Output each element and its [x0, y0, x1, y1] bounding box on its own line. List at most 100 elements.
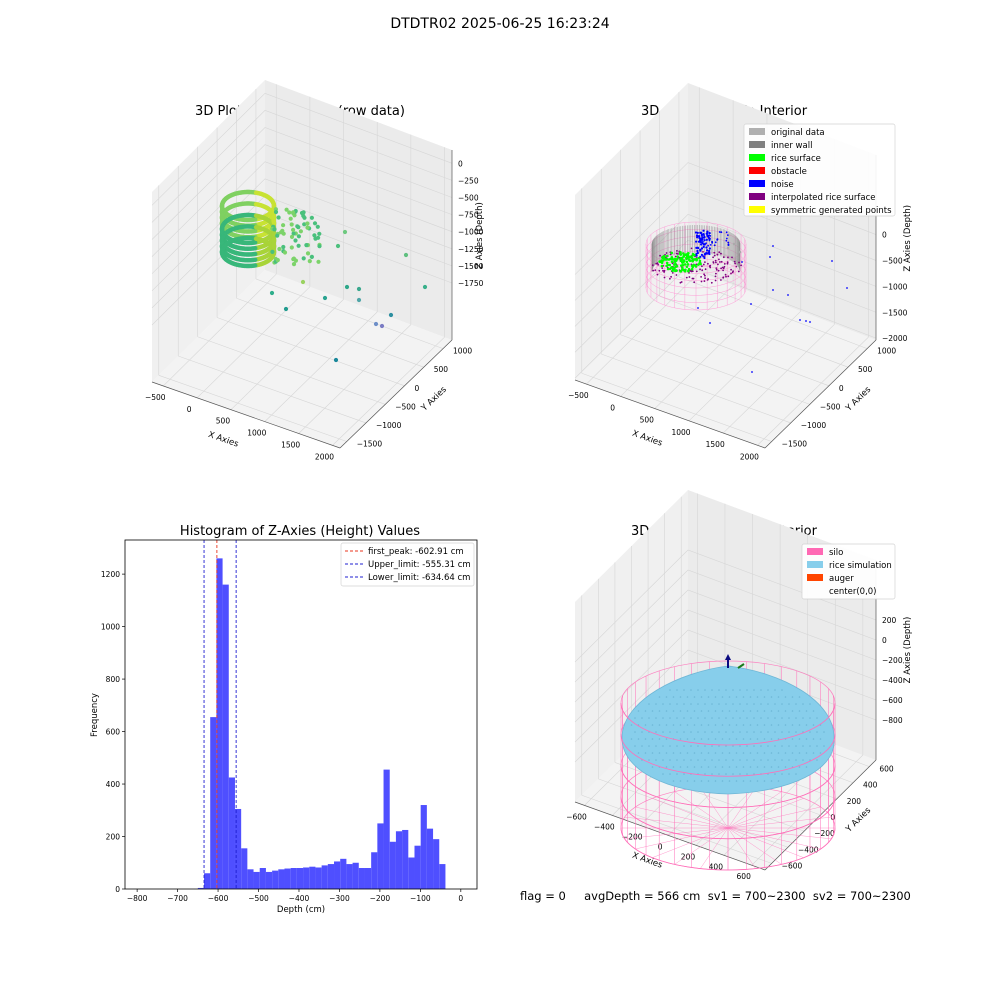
- rice-texture-dot: [672, 710, 675, 712]
- gridline-y: [197, 336, 386, 405]
- rice-texture-dot: [788, 745, 790, 747]
- rice-texture-dot: [644, 752, 647, 754]
- interpolated-point: [656, 273, 659, 276]
- rice-texture-dot: [739, 731, 741, 733]
- interpolated-point: [692, 277, 695, 280]
- rice-texture-dot: [760, 703, 762, 705]
- rice-texture-dot: [721, 724, 724, 726]
- rice-texture-dot: [795, 703, 797, 705]
- x-axis-line: [151, 381, 341, 449]
- rice-texture-dot: [784, 752, 787, 754]
- noise-point: [699, 237, 702, 240]
- noise-point: [727, 234, 729, 237]
- raw-point: [284, 207, 289, 212]
- rice-texture-dot: [763, 738, 766, 740]
- interpolated-point: [691, 270, 694, 273]
- interpolated-point: [671, 272, 674, 274]
- rice-texture-dot: [679, 780, 682, 782]
- rice-texture-dot: [781, 717, 783, 719]
- noise-point: [694, 231, 698, 234]
- gridline-y: [598, 778, 789, 848]
- silo-wire-ring-front: [620, 702, 836, 746]
- gridline-z: [574, 609, 877, 723]
- gridline-x: [688, 310, 802, 422]
- y-tick-label: 400: [106, 780, 121, 789]
- legend-label: symmetric generated points: [771, 206, 892, 216]
- rice-texture-dot: [686, 710, 689, 712]
- rice-texture-dot: [644, 710, 647, 712]
- rice-surface-point: [673, 257, 677, 261]
- histogram-bar: [241, 848, 248, 889]
- raw-point: [291, 227, 296, 232]
- x-tick-label: 1000: [671, 428, 690, 437]
- raw-point: [305, 251, 311, 256]
- rice-texture-dot: [651, 738, 654, 740]
- rice-surface-point: [683, 263, 687, 266]
- rice-texture-dot: [816, 717, 818, 719]
- rice-texture-dot: [823, 731, 825, 733]
- rice-texture-dot: [630, 724, 633, 726]
- rice-texture-dot: [777, 724, 780, 726]
- legend-swatch: [749, 206, 765, 213]
- rice-texture-dot: [704, 689, 706, 691]
- rice-texture-dot: [697, 745, 699, 747]
- rice-texture-dot: [725, 773, 727, 775]
- interpolated-point: [676, 250, 678, 252]
- rice-texture-dot: [735, 724, 738, 726]
- rice-texture-dot: [805, 752, 808, 754]
- interpolated-point: [699, 268, 701, 271]
- rice-texture-dot: [658, 738, 661, 740]
- histogram-bar: [426, 828, 434, 889]
- rice-texture-dot: [679, 738, 682, 740]
- y-tick-label: 200: [847, 797, 862, 806]
- rice-texture-dot: [816, 731, 818, 733]
- rice-texture-dot: [816, 745, 818, 747]
- x-axis-label: X Axies: [631, 429, 664, 449]
- x-tick-label: 1500: [281, 440, 300, 449]
- rice-texture-dot: [812, 710, 815, 712]
- rice-surface-point: [658, 260, 661, 263]
- noise-point: [696, 249, 699, 253]
- rice-texture-dot: [693, 780, 696, 782]
- y-tick-label: 800: [106, 675, 121, 684]
- rice-surface-point: [665, 261, 669, 265]
- noise-point: [700, 233, 703, 236]
- rice-texture-dot: [662, 745, 664, 747]
- noise-point: [726, 237, 728, 240]
- z-tick-label: −1000: [882, 282, 908, 291]
- x-tick-label: −300: [329, 894, 350, 903]
- silo-wire-radial: [652, 798, 729, 829]
- rice-texture-dot: [805, 724, 808, 726]
- histogram-bar: [414, 845, 421, 889]
- rice-texture-dot: [784, 710, 787, 712]
- x-tick-label: 600: [737, 872, 752, 881]
- legend-swatch: [807, 561, 823, 568]
- gridline-y: [178, 355, 367, 424]
- rice-texture-dot: [700, 710, 703, 712]
- interpolated-point: [663, 271, 665, 273]
- noise-point: [695, 234, 699, 237]
- rice-texture-dot: [693, 752, 696, 754]
- raw-point: [291, 257, 296, 262]
- rice-texture-dot: [770, 752, 773, 754]
- x-tick-label: −800: [127, 894, 148, 903]
- rice-texture-dot: [690, 759, 692, 761]
- silo-wire-radial: [674, 827, 729, 865]
- rice-texture-dot: [721, 710, 724, 712]
- rice-texture-dot: [809, 717, 811, 719]
- rice-surface-point: [668, 263, 671, 267]
- legend-label: Lower_limit: -634.64 cm: [368, 573, 470, 583]
- rice-surface-point: [671, 269, 674, 273]
- rice-texture-dot: [648, 759, 650, 761]
- rice-texture-dot: [788, 703, 790, 705]
- silo-wire-radial: [727, 827, 756, 869]
- gridline-z: [574, 569, 877, 683]
- rice-texture-dot: [725, 717, 727, 719]
- raw-point: [273, 209, 279, 215]
- rice-texture-dot: [634, 731, 636, 733]
- rice-surface-point: [699, 262, 702, 266]
- raw-point: [281, 223, 286, 228]
- rice-surface-point: [665, 254, 669, 258]
- rice-texture-dot: [630, 738, 633, 740]
- rice-texture-dot: [756, 766, 759, 768]
